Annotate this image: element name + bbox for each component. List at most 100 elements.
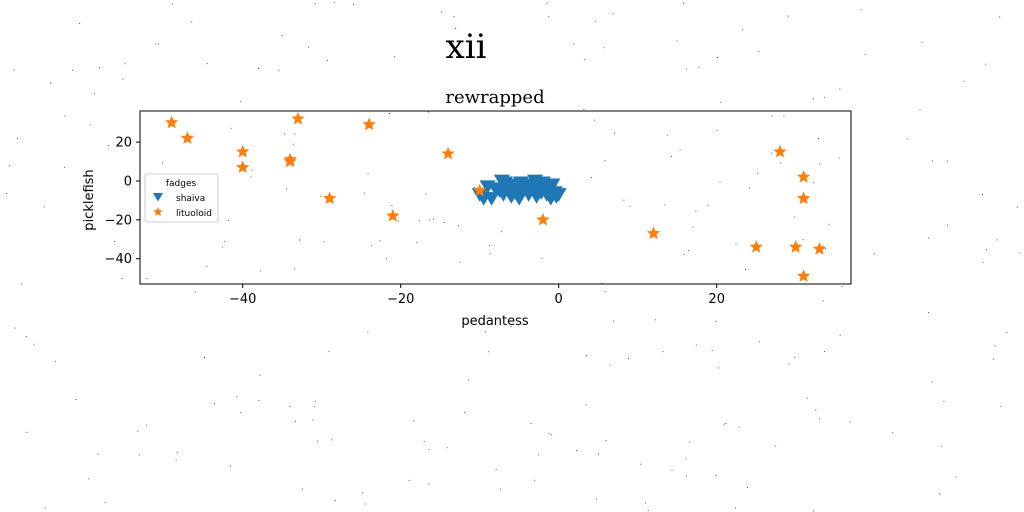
- noise-dot: [685, 68, 687, 70]
- noise-dot: [906, 138, 908, 140]
- lituoloid-point: [749, 240, 763, 253]
- noise-dot: [943, 400, 945, 402]
- noise-dot: [932, 381, 934, 383]
- noise-dot: [771, 152, 773, 154]
- axes-frame: [139, 110, 852, 285]
- noise-dot: [21, 283, 23, 285]
- noise-dot: [307, 46, 309, 48]
- noise-dot: [695, 210, 697, 212]
- noise-dot: [682, 2, 684, 4]
- noise-dot: [707, 204, 709, 206]
- noise-dot: [986, 249, 987, 251]
- noise-dot: [423, 441, 425, 442]
- noise-dot: [725, 423, 727, 424]
- legend-title: fadges: [166, 179, 197, 189]
- noise-dot: [427, 111, 429, 113]
- noise-dot: [333, 2, 335, 4]
- noise-dot: [230, 127, 232, 129]
- noise-dot: [546, 2, 548, 4]
- noise-dot: [64, 166, 66, 168]
- noise-dot: [742, 29, 744, 31]
- noise-dot: [717, 56, 718, 58]
- noise-dot: [647, 509, 649, 511]
- noise-dot: [818, 137, 819, 139]
- noise-dot: [364, 192, 366, 194]
- noise-dot: [489, 245, 491, 247]
- noise-dot: [802, 239, 804, 241]
- noise-dot: [724, 423, 726, 425]
- lituoloid-point: [473, 183, 487, 197]
- noise-dot: [609, 364, 611, 366]
- noise-dot: [757, 172, 759, 174]
- noise-dot: [326, 60, 328, 62]
- noise-dot: [938, 493, 940, 495]
- noise-dot: [992, 358, 994, 360]
- background-noise: [6, 2, 1021, 512]
- noise-dot: [206, 265, 208, 267]
- noise-dot: [720, 101, 722, 103]
- figure-suptitle: xii: [446, 27, 487, 67]
- noise-dot: [838, 157, 840, 159]
- noise-dot: [240, 412, 242, 413]
- noise-dot: [468, 379, 469, 381]
- noise-dot: [139, 454, 141, 456]
- noise-dot: [688, 249, 690, 251]
- legend-marker-lituoloid: [153, 207, 163, 217]
- lituoloid-point: [812, 242, 827, 255]
- noise-dot: [294, 133, 296, 135]
- noise-dot: [664, 204, 666, 206]
- noise-dot: [783, 115, 785, 117]
- noise-dot: [323, 241, 325, 243]
- legend-label-shaiva: shaiva: [176, 194, 205, 204]
- noise-dot: [330, 439, 332, 441]
- noise-dot: [670, 156, 672, 158]
- noise-dot: [250, 176, 252, 178]
- noise-dot: [734, 507, 736, 509]
- noise-dot: [257, 68, 259, 69]
- noise-dot: [416, 242, 418, 243]
- noise-dot: [301, 488, 303, 490]
- noise-dot: [176, 452, 178, 454]
- noise-dot: [928, 237, 930, 239]
- noise-dot: [996, 239, 998, 241]
- noise-dot: [157, 43, 159, 45]
- noise-dot: [294, 268, 296, 270]
- noise-dot: [440, 11, 442, 13]
- noise-dot: [444, 222, 446, 223]
- noise-dot: [108, 145, 110, 147]
- noise-dot: [822, 245, 824, 247]
- noise-dot: [236, 396, 238, 398]
- x-tick-label: 0: [555, 292, 563, 307]
- noise-dot: [389, 112, 390, 114]
- legend: fadges shaiva lituoloid: [144, 173, 219, 223]
- noise-dot: [418, 220, 420, 222]
- noise-dot: [982, 193, 984, 195]
- noise-dot: [747, 487, 748, 488]
- noise-dot: [14, 327, 16, 329]
- noise-dot: [455, 28, 457, 29]
- noise-dot: [644, 502, 646, 504]
- noise-dot: [748, 187, 750, 189]
- noise-dot: [686, 475, 687, 477]
- noise-dot: [813, 182, 815, 184]
- noise-dot: [229, 465, 231, 467]
- noise-dot: [718, 367, 720, 369]
- noise-dot: [530, 423, 532, 424]
- lituoloid-point: [796, 191, 811, 205]
- noise-dot: [488, 351, 490, 353]
- noise-dot: [474, 187, 476, 189]
- x-tick-label: −20: [387, 292, 414, 307]
- y-tick-label: −20: [105, 213, 132, 228]
- noise-dot: [824, 96, 826, 98]
- noise-dot: [191, 21, 193, 23]
- lituoloid-point: [646, 226, 661, 240]
- shaiva-point: [550, 188, 567, 202]
- noise-dot: [744, 269, 746, 271]
- noise-dot: [758, 50, 760, 52]
- noise-dot: [299, 239, 301, 241]
- noise-dot: [715, 474, 717, 476]
- plot-area: −40 −20 0 20 20 0 −20 −40: [105, 110, 852, 307]
- noise-dot: [787, 15, 789, 17]
- noise-dot: [823, 300, 824, 302]
- noise-dot: [604, 160, 606, 162]
